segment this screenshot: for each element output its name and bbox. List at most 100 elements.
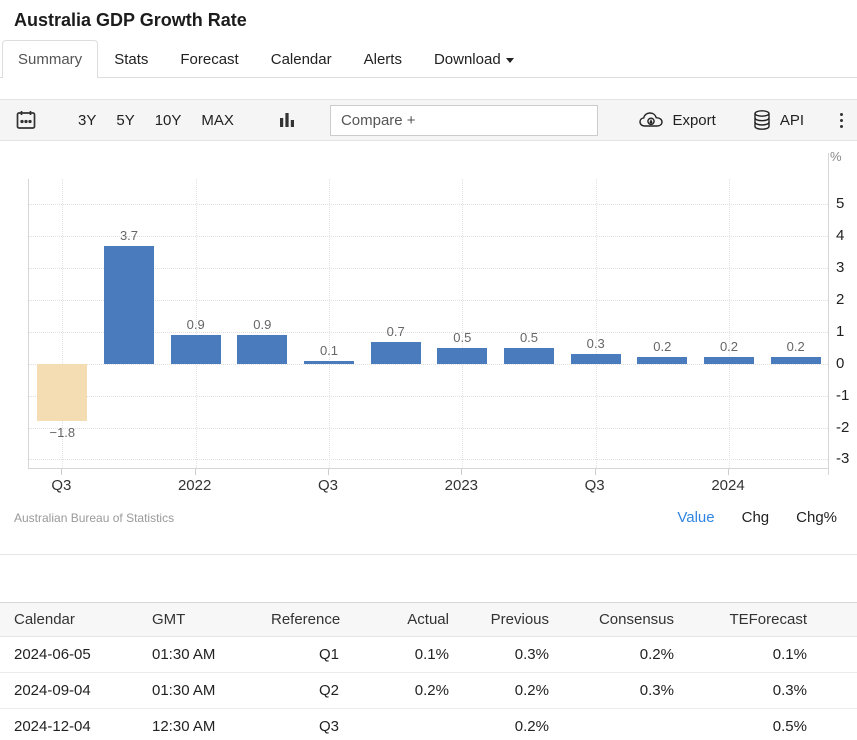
calendar-icon[interactable]	[14, 108, 38, 132]
y-axis-unit-label: %	[830, 149, 842, 164]
table-cell: Q2	[318, 682, 339, 699]
x-axis-tick-label: Q3	[584, 477, 605, 494]
bar-q1-2022[interactable]	[170, 335, 221, 364]
y-axis-line	[828, 153, 829, 475]
table-cell: Q3	[318, 718, 339, 735]
range-button-max[interactable]: MAX	[193, 108, 242, 133]
bar-q2-2022[interactable]	[237, 335, 288, 364]
range-button-10y[interactable]: 10Y	[147, 108, 190, 133]
x-axis-tick	[461, 469, 463, 475]
x-axis-tick-label: 2024	[711, 477, 745, 494]
table-cell: 0.2%	[514, 718, 549, 735]
table-cell: 2024-09-04	[14, 682, 91, 699]
bar-value-label: 0.9	[253, 317, 272, 333]
gridline	[29, 300, 828, 302]
table-cell: 0.1%	[414, 646, 449, 663]
tab-label: Summary	[18, 51, 83, 68]
table-cell: 0.3%	[772, 682, 807, 699]
gridline	[462, 179, 464, 468]
gridline	[29, 204, 828, 206]
column-header-previous: Previous	[490, 611, 549, 628]
mode-link-value[interactable]: Value	[677, 509, 715, 526]
gridline	[29, 459, 828, 461]
tab-label: Alerts	[363, 51, 402, 68]
table-cell: 01:30 AM	[152, 682, 216, 699]
api-button[interactable]: API	[752, 109, 804, 131]
bar-q3-2023[interactable]	[570, 354, 621, 364]
bar-q4-2023[interactable]	[637, 357, 688, 364]
bar-q2-2023[interactable]	[504, 347, 554, 364]
bar-q2-2024[interactable]	[770, 357, 821, 364]
y-axis-tick-label: 1	[836, 322, 845, 340]
column-header-consensus: Consensus	[598, 611, 674, 628]
tab-label: Forecast	[180, 51, 239, 68]
chart-footer: Australian Bureau of Statistics Value Chg…	[0, 509, 857, 526]
api-label: API	[779, 111, 804, 129]
compare-input[interactable]	[329, 104, 598, 136]
table-cell: 0.5%	[772, 718, 807, 735]
tab-download[interactable]: Download	[418, 40, 530, 78]
tab-summary[interactable]: Summary	[2, 40, 99, 78]
x-axis-tick-label: Q3	[51, 477, 72, 494]
export-button[interactable]: Export	[638, 110, 716, 130]
bar-q4-2022[interactable]	[370, 341, 421, 364]
y-axis-tick-label: -3	[836, 450, 850, 468]
bar-value-label: 0.9	[186, 317, 205, 333]
column-header-gmt: GMT	[152, 611, 186, 628]
table-cell: 0.2%	[514, 682, 549, 699]
gdp-growth-chart: % −1.8 3.7 0.9 0.9 0.1 0.7 0.5 0.5 0.3 0.2 0.2 0.2 …	[0, 141, 857, 555]
range-button-3y[interactable]: 3Y	[70, 108, 104, 133]
bar-q3-2022[interactable]	[304, 360, 354, 364]
mode-link-chg[interactable]: Chg	[741, 509, 770, 526]
tab-forecast[interactable]: Forecast	[164, 40, 254, 78]
x-axis-tick-label: 2023	[444, 477, 479, 494]
bar-q1-2023[interactable]	[437, 347, 488, 364]
table-cell: 12:30 AM	[152, 718, 216, 735]
series-mode-switcher: Value Chg Chg%	[677, 509, 837, 526]
gridline	[29, 331, 828, 333]
bar-value-label: 0.2	[719, 339, 739, 355]
gridline	[62, 179, 64, 468]
bar-value-label: 0.5	[519, 329, 539, 345]
y-axis-tick-label: 5	[836, 195, 845, 213]
kebab-menu-icon[interactable]	[840, 112, 843, 128]
tab-alerts[interactable]: Alerts	[348, 40, 418, 78]
chevron-down-icon	[505, 57, 514, 63]
bar-q3-2021[interactable]	[37, 363, 88, 422]
table-row[interactable]: 2024-06-05 01:30 AM Q1 0.1% 0.3% 0.2% 0.1%	[0, 637, 857, 673]
y-axis-tick-label: 4	[836, 227, 845, 245]
gridline	[195, 179, 197, 468]
gridline	[29, 236, 828, 238]
column-header-calendar: Calendar	[14, 611, 75, 628]
y-axis-tick-label: -2	[836, 418, 850, 436]
table-row[interactable]: 2024-09-04 01:30 AM Q2 0.2% 0.2% 0.3% 0.3%	[0, 673, 857, 709]
x-axis-tick	[61, 469, 63, 475]
bar-q1-2024[interactable]	[704, 357, 754, 364]
export-label: Export	[672, 111, 716, 129]
range-button-5y[interactable]: 5Y	[108, 108, 142, 133]
bar-value-label: 0.3	[586, 336, 605, 352]
table-row[interactable]: 2024-12-04 12:30 AM Q3 0.2% 0.5%	[0, 709, 857, 740]
y-axis-tick-label: 3	[836, 259, 845, 277]
table-cell: 2024-06-05	[14, 646, 91, 663]
gridline	[595, 179, 597, 468]
mode-link-chg-pct[interactable]: Chg%	[796, 509, 837, 526]
page-title: Australia GDP Growth Rate	[14, 10, 247, 30]
table-cell: 0.2%	[639, 646, 674, 663]
bar-q4-2021[interactable]	[104, 245, 154, 364]
y-axis-tick-label: -1	[836, 386, 850, 404]
bar-chart-icon[interactable]	[276, 109, 298, 131]
x-axis-tick	[194, 469, 196, 475]
x-axis-tick	[328, 469, 329, 475]
x-axis-tick-label: Q3	[317, 477, 338, 494]
gridline	[29, 363, 828, 365]
gridline	[29, 427, 828, 429]
tab-label: Download	[433, 51, 501, 68]
bar-value-label: 0.5	[453, 329, 472, 345]
gridline	[29, 268, 828, 270]
tab-stats[interactable]: Stats	[98, 40, 164, 78]
tab-calendar[interactable]: Calendar	[255, 40, 348, 78]
table-cell: 01:30 AM	[152, 646, 216, 663]
bar-value-label: 0.2	[786, 339, 805, 355]
